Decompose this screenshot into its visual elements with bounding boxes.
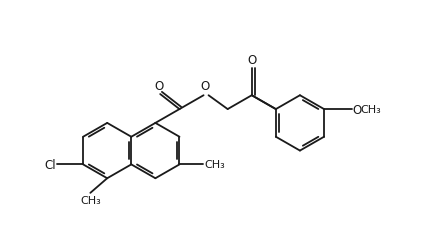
Text: CH₃: CH₃	[204, 160, 224, 170]
Text: O: O	[352, 103, 361, 116]
Text: CH₃: CH₃	[80, 195, 101, 205]
Text: O: O	[154, 80, 163, 93]
Text: CH₃: CH₃	[360, 105, 381, 115]
Text: Cl: Cl	[45, 158, 56, 171]
Text: O: O	[246, 53, 256, 66]
Text: O: O	[200, 80, 209, 93]
